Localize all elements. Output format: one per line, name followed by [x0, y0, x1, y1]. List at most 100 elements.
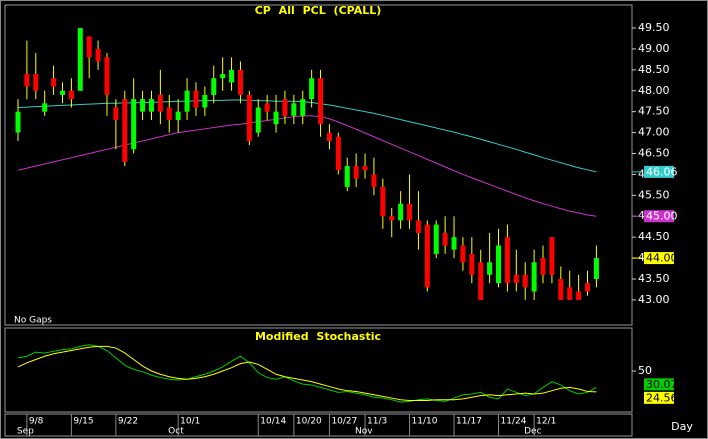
candle-body — [148, 99, 154, 112]
candle-body — [229, 69, 235, 83]
candle-body — [522, 274, 528, 288]
candle-body — [202, 94, 208, 108]
candle-body — [273, 111, 279, 125]
x-tick-label: 10/1 — [180, 417, 200, 427]
value-box — [644, 252, 674, 265]
candle-body — [122, 99, 128, 162]
candle-body — [33, 74, 39, 91]
y-tick-label: 47.50 — [638, 105, 670, 118]
y-tick-label: 50 — [638, 364, 652, 377]
candle-body — [380, 186, 386, 217]
candle-body — [24, 74, 30, 87]
moving-average — [17, 115, 597, 217]
candle-body — [335, 136, 341, 171]
candle-body — [531, 262, 537, 292]
x-tick-label: 10/27 — [331, 417, 357, 427]
candle-body — [291, 103, 297, 116]
price-panel — [4, 4, 633, 326]
candle-body — [51, 78, 57, 87]
value-box-label: 24.56 — [646, 391, 678, 404]
candle-body — [424, 224, 430, 288]
candle-body — [398, 203, 404, 221]
candle-body — [140, 99, 146, 112]
y-tick-label: 43.50 — [638, 272, 670, 285]
candle-body — [309, 78, 315, 100]
candle-body — [131, 99, 137, 150]
candle-body — [300, 99, 306, 116]
candle-body — [15, 111, 21, 133]
date-axis — [4, 413, 633, 437]
month-label: Oct — [168, 427, 184, 437]
candle-body — [442, 232, 448, 246]
candle-body — [326, 132, 332, 141]
candle-body — [95, 48, 101, 62]
candle-body — [246, 94, 252, 141]
x-tick-label: 11/24 — [501, 417, 527, 427]
value-box — [644, 165, 674, 178]
x-axis-label: Day — [671, 420, 693, 433]
candle-body — [567, 287, 573, 300]
candle-body — [211, 78, 217, 95]
x-tick-label: 11/10 — [412, 417, 438, 427]
y-tick-label: 44.50 — [638, 230, 670, 243]
value-box-label: 30.07 — [646, 378, 678, 391]
candle-body — [264, 103, 270, 112]
y-tick-label: 49.50 — [638, 21, 670, 34]
gaps-note: No Gaps — [14, 316, 52, 326]
value-box-label: 45.00 — [646, 210, 678, 223]
candle-body — [220, 74, 226, 79]
y-tick-label: 48.50 — [638, 63, 670, 76]
x-tick-label: 10/14 — [260, 417, 286, 427]
candle-body — [353, 166, 359, 179]
candle-body — [558, 278, 564, 300]
candle-body — [175, 111, 181, 121]
candle-body — [513, 274, 519, 284]
candle-body — [487, 262, 493, 275]
candle-body — [433, 224, 439, 254]
value-box — [644, 378, 674, 391]
x-tick-label: 11/3 — [367, 417, 387, 427]
candle-body — [540, 258, 546, 275]
candle-body — [451, 237, 457, 250]
value-box — [644, 391, 674, 404]
candle-body — [157, 94, 163, 112]
candle-body — [504, 237, 510, 284]
candle-body — [407, 203, 413, 221]
candle-body — [549, 237, 555, 275]
candle-body — [496, 245, 502, 284]
chart-title: CP All PCL (CPALL) — [255, 4, 382, 17]
stochastic-line — [17, 345, 597, 402]
month-label: Dec — [524, 427, 541, 437]
y-tick-label: 43.00 — [638, 293, 670, 306]
candle-body — [166, 107, 172, 121]
candle-body — [415, 220, 421, 233]
candle-body — [193, 90, 199, 108]
x-tick-label: 9/8 — [29, 417, 44, 427]
candle-body — [469, 253, 475, 275]
stoch-title: Modified Stochastic — [255, 330, 381, 343]
value-box — [644, 210, 674, 223]
candle-body — [59, 90, 65, 95]
y-tick-label: 45.50 — [638, 188, 670, 201]
candle-body — [362, 166, 368, 171]
candle-body — [113, 107, 119, 121]
y-tick-label: 49.00 — [638, 42, 670, 55]
y-tick-label: 47.00 — [638, 126, 670, 139]
x-tick-label: 11/17 — [456, 417, 482, 427]
moving-average — [17, 99, 597, 173]
candle-body — [593, 258, 599, 279]
month-label: Nov — [355, 427, 373, 437]
candle-body — [460, 245, 466, 263]
month-label: Sep — [17, 427, 34, 437]
x-tick-label: 9/15 — [73, 417, 93, 427]
candle-body — [237, 69, 243, 95]
value-box-label: 46.06 — [646, 165, 678, 178]
x-tick-label: 9/22 — [118, 417, 138, 427]
candle-body — [344, 166, 350, 187]
candle-body — [68, 90, 74, 100]
value-box-label: 44.00 — [646, 252, 678, 265]
stochastic-line — [17, 344, 597, 403]
candle-body — [389, 216, 395, 221]
